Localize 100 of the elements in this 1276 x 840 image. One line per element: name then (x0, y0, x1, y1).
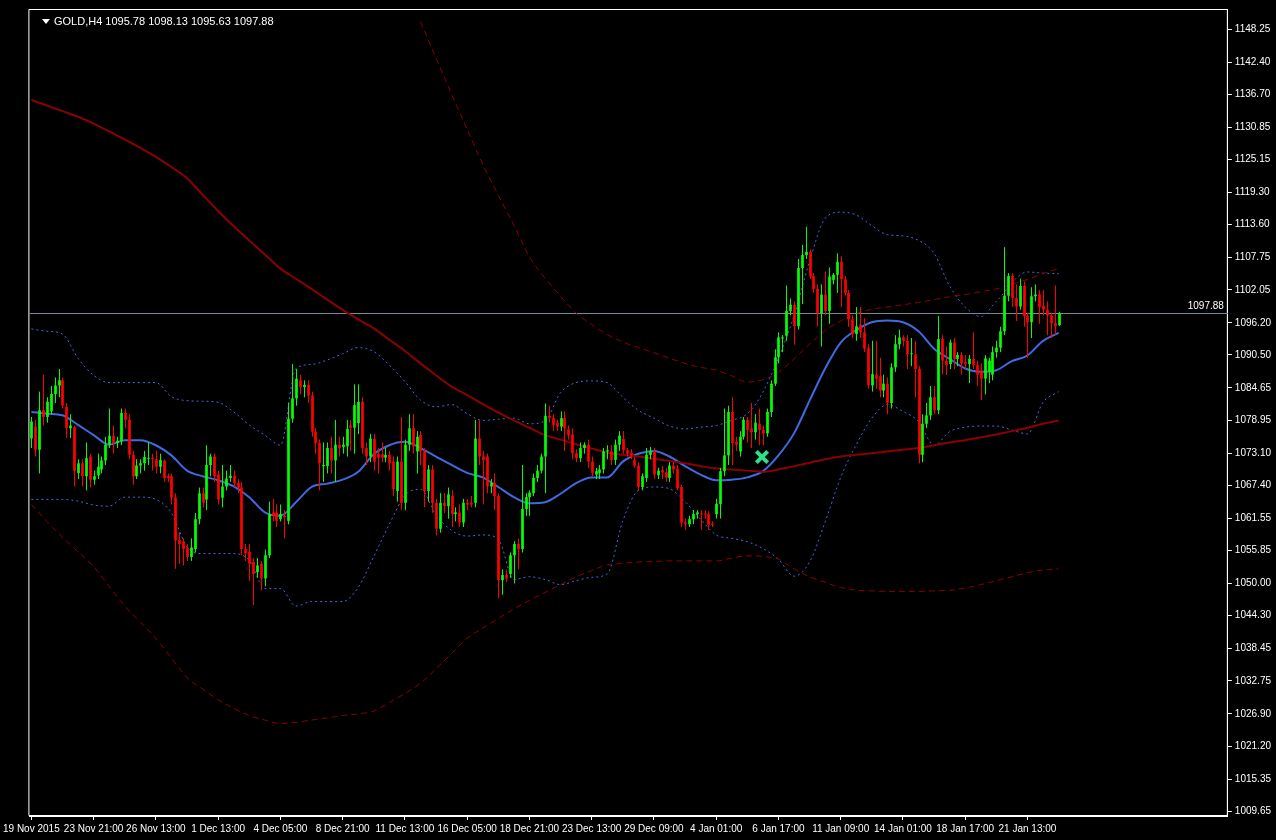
candlestick (408, 413, 411, 452)
y-tick-label: 1032.75 (1234, 674, 1272, 686)
candlestick (275, 503, 278, 528)
candlestick (1007, 272, 1010, 302)
candlestick (77, 458, 80, 480)
x-tick-label: 23 Dec 13:00 (561, 822, 622, 834)
y-tick-label: 1148.25 (1234, 22, 1271, 34)
y-tick-label: 1084.65 (1234, 381, 1272, 393)
y-tick-label: 1096.20 (1234, 316, 1272, 328)
y-tick-label: 1142.40 (1234, 55, 1271, 67)
y-tick-label: 1107.75 (1234, 251, 1271, 263)
candlestick (1050, 312, 1053, 339)
candlestick (159, 453, 162, 474)
candlestick (532, 472, 535, 497)
candlestick (894, 334, 897, 373)
candlestick (427, 464, 430, 503)
candlestick (579, 441, 582, 463)
x-tick-label: 18 Jan 17:00 (936, 822, 995, 834)
y-tick-label: 1102.05 (1234, 283, 1271, 295)
candlestick (766, 408, 769, 438)
candlestick (501, 568, 504, 596)
candlestick (723, 408, 726, 477)
candlestick (1046, 300, 1049, 336)
candlestick (805, 226, 808, 260)
candlestick (322, 441, 325, 483)
candlestick (373, 433, 376, 472)
candlestick (836, 252, 839, 294)
candlestick (256, 557, 259, 579)
candlestick (42, 374, 45, 426)
candlestick (602, 447, 605, 474)
candlestick (591, 456, 594, 477)
candlestick (482, 450, 485, 505)
candlestick (645, 447, 648, 483)
candlestick (879, 357, 882, 398)
candlestick (882, 374, 885, 398)
candlestick (960, 351, 963, 376)
candlestick (264, 549, 267, 587)
candlestick (906, 334, 909, 370)
candlestick (202, 487, 205, 508)
candlestick (1038, 289, 1041, 325)
candlestick (980, 362, 983, 401)
candlestick (754, 413, 757, 441)
candlestick (357, 383, 360, 435)
candlestick (50, 385, 53, 415)
y-tick-label: 1113.60 (1234, 218, 1270, 230)
candlestick (509, 551, 512, 579)
x-tick-label: 26 Nov 13:00 (126, 822, 187, 834)
candlestick (949, 339, 952, 370)
candlestick (653, 447, 656, 480)
candlestick (46, 396, 49, 424)
candlestick (700, 509, 703, 531)
x-tick-label: 18 Dec 21:00 (499, 822, 560, 834)
y-tick-label: 1119.30 (1234, 186, 1270, 198)
candlestick (859, 306, 862, 339)
candlestick (143, 450, 146, 472)
candlestick (412, 413, 415, 455)
candlestick (221, 464, 224, 508)
x-tick-label: 16 Dec 05:00 (437, 822, 498, 834)
candlestick (560, 410, 563, 432)
candlestick (69, 413, 72, 439)
x-tick-label: 4 Dec 05:00 (253, 822, 308, 834)
candlestick (945, 345, 948, 376)
candlestick (855, 306, 858, 342)
candlestick (563, 410, 566, 452)
candlestick (824, 270, 827, 316)
candlestick (933, 385, 936, 415)
y-tick-label: 1136.70 (1234, 87, 1271, 99)
candlestick (746, 416, 749, 443)
y-tick-label: 1061.55 (1234, 512, 1272, 524)
x-tick-label: 23 Nov 21:00 (63, 822, 124, 834)
candlestick (225, 470, 228, 491)
candlestick (851, 314, 854, 339)
y-tick-label: 1055.85 (1234, 544, 1272, 556)
candlestick (571, 427, 574, 460)
x-tick-label: 11 Jan 09:00 (812, 822, 870, 834)
candlestick (295, 368, 298, 407)
y-tick-label: 1078.95 (1234, 413, 1272, 425)
y-tick-label: 1009.65 (1234, 804, 1272, 816)
candlestick (260, 560, 263, 591)
candlestick (365, 441, 368, 466)
candlestick (1019, 278, 1022, 311)
candlestick (762, 424, 765, 446)
x-tick-label: 29 Dec 09:00 (624, 822, 685, 834)
candlestick (326, 441, 329, 474)
candlestick (369, 433, 372, 463)
line-series (419, 20, 1060, 383)
candlestick (248, 543, 251, 582)
candlestick (443, 492, 446, 514)
candlestick (155, 450, 158, 474)
candlestick (587, 439, 590, 469)
ref-line-label: 1097.88 (1187, 300, 1225, 312)
y-tick-label: 1021.20 (1234, 739, 1272, 751)
candlestick (416, 430, 419, 474)
candlestick (875, 340, 878, 390)
candlestick (610, 444, 613, 466)
candlestick (65, 402, 68, 439)
y-tick-label: 1015.35 (1234, 772, 1272, 784)
line-series (30, 98, 1060, 473)
candlestick (346, 419, 349, 458)
candlestick (984, 354, 987, 395)
